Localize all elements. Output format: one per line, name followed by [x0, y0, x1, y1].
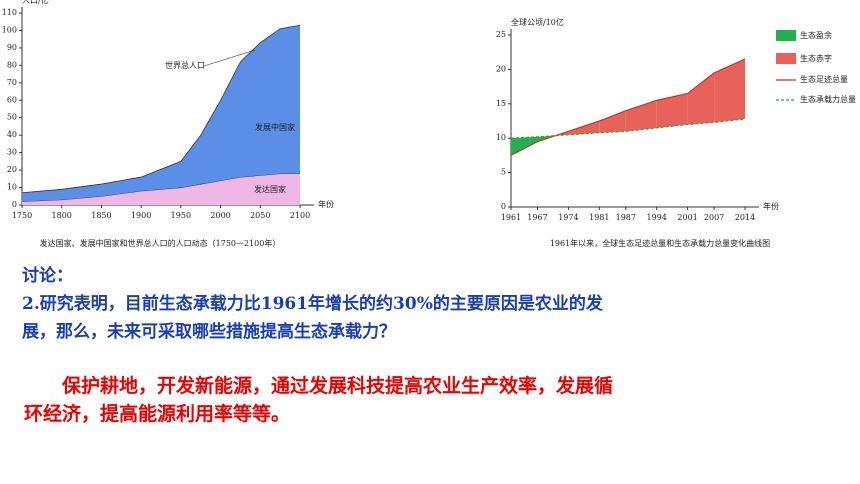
x-tick-label: 1961	[501, 213, 521, 222]
deficit-fill	[714, 59, 745, 123]
question: 2.研究表明，目前生态承载力比1961年增长的约30%的主要原因是农业的发展，那…	[22, 294, 603, 342]
deficit-fill	[656, 93, 688, 128]
series-line	[510, 118, 746, 139]
deficit-fill	[599, 110, 626, 133]
y-tick-label: 100	[2, 25, 17, 34]
x-tick-label: 1800	[52, 211, 72, 220]
series-label: 发达国家	[254, 184, 286, 194]
y-tick-label: 70	[7, 78, 17, 87]
x-tick-label: 1850	[91, 211, 111, 220]
x-tick-label: 1950	[171, 211, 191, 220]
y-tick-label: 0	[12, 200, 17, 209]
x-tick-label: 2014	[735, 213, 755, 222]
legend-label: 生态足迹总量	[800, 74, 848, 84]
x-tick-label: 2050	[250, 211, 270, 220]
heading: 讨论：	[22, 266, 73, 286]
area-edge	[21, 24, 301, 194]
y-tick-label: 10	[496, 133, 506, 142]
x-tick-label: 1987	[616, 213, 636, 222]
legend-label: 生态承载力总量	[800, 94, 856, 104]
deficit-fill	[687, 72, 715, 125]
x-tick-label: 2007	[704, 213, 724, 222]
y-tick-label: 40	[7, 130, 17, 139]
y-tick-label: 25	[496, 30, 506, 39]
x-tick-label: 1974	[558, 213, 578, 222]
answer: 保护耕地，开发新能源，通过发展科技提高农业生产效率，发展循环经济，提高能源利用率…	[24, 375, 614, 425]
y-tick-label: 110	[2, 8, 17, 17]
series-line	[510, 58, 746, 156]
area-fill	[22, 25, 300, 202]
x-tick-label: 1994	[647, 213, 667, 222]
caption: 1961年以来，全球生态足迹总量和生态承载力总量变化曲线图	[550, 238, 770, 248]
x-tick-label: 1967	[527, 213, 547, 222]
x-tick-label: 2100	[290, 211, 310, 220]
y-tick-label: 60	[7, 95, 17, 104]
surplus-fill	[511, 136, 538, 156]
x-tick-label: 1750	[12, 211, 32, 220]
legend-swatch	[776, 53, 796, 64]
x-tick-label: 2000	[210, 211, 230, 220]
y-tick-label: 15	[496, 99, 506, 108]
leader	[203, 49, 256, 67]
deficit-fill	[568, 121, 600, 135]
y-tick-label: 80	[7, 60, 17, 69]
x-tick-label: 1900	[131, 211, 151, 220]
legend-label: 生态盈余	[800, 30, 832, 40]
x-tick-label: 1981	[589, 213, 609, 222]
legend-swatch	[776, 30, 796, 41]
x-tick-label: 2001	[677, 213, 697, 222]
y-tick-label: 20	[7, 165, 17, 174]
y-tick-label: 5	[501, 168, 506, 177]
y-tick-label: 10	[7, 183, 17, 192]
y-tick-label: 90	[7, 43, 17, 52]
x-axis-label: 年份	[763, 201, 779, 211]
legend-label: 生态赤字	[800, 53, 832, 63]
y-tick-label: 20	[496, 64, 506, 73]
y-tick-label: 50	[7, 113, 17, 122]
y-axis-label: 全球公顷/10亿	[511, 17, 564, 27]
series-label: 发展中国家	[255, 122, 295, 132]
y-tick-label: 0	[501, 202, 506, 211]
y-tick-label: 30	[7, 148, 17, 157]
annotation: 世界总人口	[165, 60, 205, 70]
y-axis-label: 人口/亿	[22, 0, 49, 5]
caption: 发达国家、发展中国家和世界总人口的人口动态（1750—2100年）	[40, 238, 281, 248]
x-axis-label: 年份	[318, 199, 334, 209]
